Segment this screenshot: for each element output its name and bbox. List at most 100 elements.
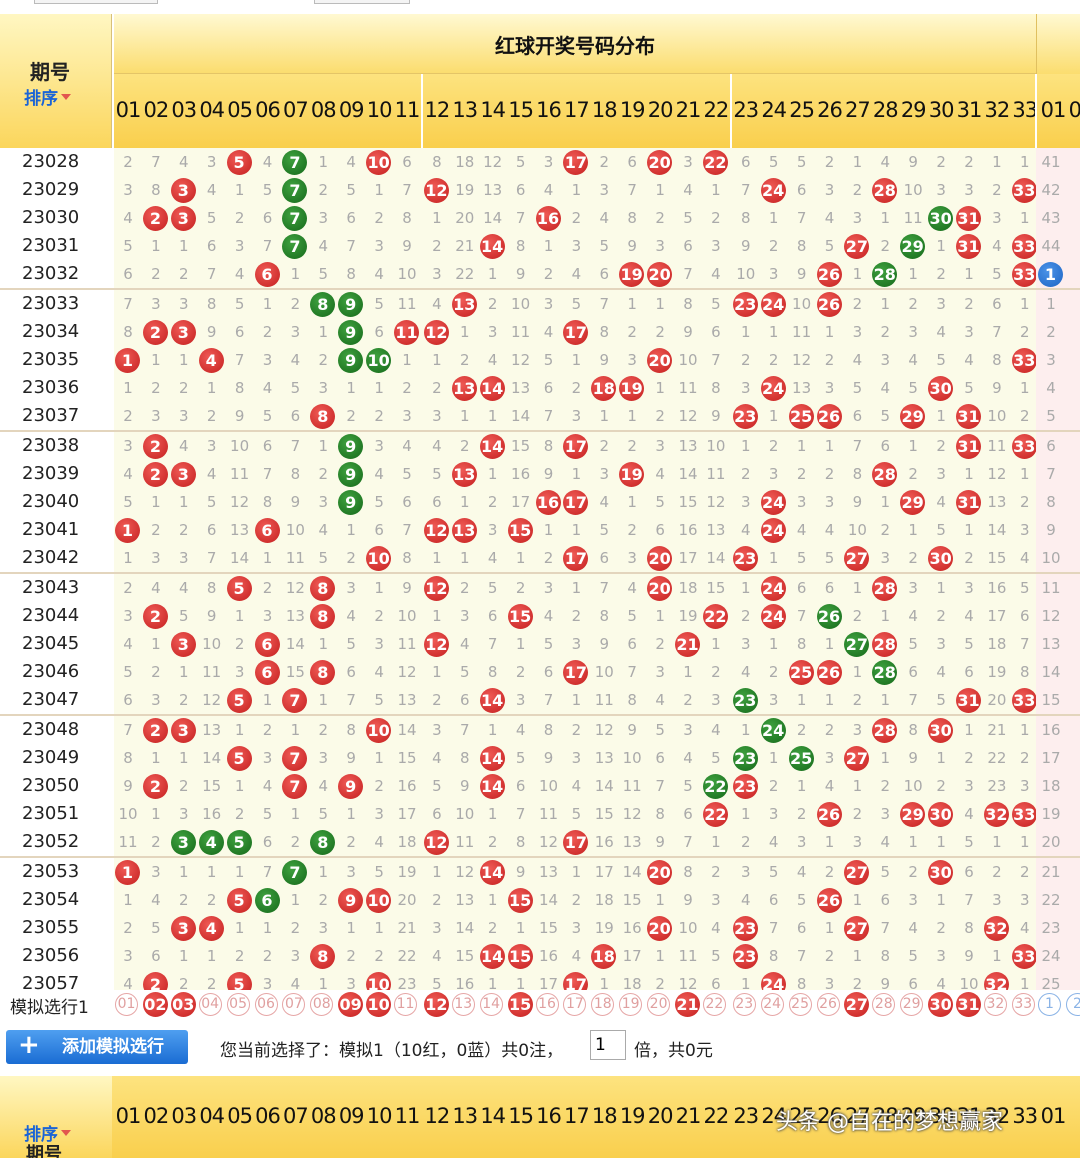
sim-ball-31[interactable]: 31 [956, 992, 981, 1017]
multiplier-input[interactable]: 1 [590, 1030, 626, 1060]
toolbar-select-1[interactable] [34, 0, 158, 4]
red-number-02: 02 [143, 98, 170, 122]
red-ball-07: 7 [282, 860, 308, 885]
omission-count: 5 [824, 549, 835, 567]
omission-count: 7 [402, 521, 412, 539]
red-ball-33: 33 [1011, 234, 1037, 259]
red-ball-33: 33 [1011, 802, 1037, 827]
omission-count: 6 [402, 153, 412, 171]
red-number-12: 12 [424, 98, 451, 122]
omission-count: 2 [936, 919, 946, 937]
omission-count: 4 [1020, 919, 1030, 937]
omission-count: 2 [460, 579, 470, 597]
red-number-23: 23 [733, 98, 759, 122]
add-simulation-button[interactable]: + 添加模拟选行 [6, 1030, 188, 1064]
red-ball-09: 9 [338, 434, 364, 459]
zone-separator [729, 74, 732, 148]
toolbar-select-2[interactable] [314, 0, 410, 4]
sim-ball-07[interactable]: 07 [282, 993, 306, 1016]
omission-count: 9 [543, 465, 554, 483]
sim-ball-02[interactable]: 02 [142, 992, 168, 1017]
sim-ball-09[interactable]: 09 [338, 992, 364, 1017]
omission-count: 11 [455, 833, 475, 851]
omission-count: 1 [655, 947, 665, 965]
selection-bar: + 添加模拟选行 您当前选择了：模拟1（10红，0蓝）共0注， 1 倍，共0元 [0, 1022, 1080, 1074]
omission-count: 3 [487, 323, 498, 341]
omission-count: 1 [655, 891, 665, 909]
omission-count: 4 [290, 975, 301, 993]
sim-ball-12[interactable]: 12 [423, 992, 449, 1017]
red-ball-25: 25 [788, 660, 814, 685]
sim-ball-15[interactable]: 15 [507, 992, 533, 1017]
omission-count: 1 [432, 549, 442, 567]
omission-count: 13 [678, 437, 698, 455]
omission-count: 10 [202, 635, 222, 653]
issue-number: 23053 [0, 858, 114, 886]
sim-ball-24[interactable]: 24 [760, 993, 784, 1016]
omission-count: 3 [655, 437, 665, 455]
sim-ball-30[interactable]: 30 [928, 992, 954, 1017]
sim-ball-13[interactable]: 13 [451, 993, 475, 1016]
red-ball-09: 9 [338, 320, 364, 345]
red-ball-19: 19 [619, 462, 645, 487]
omission-count: 1 [374, 379, 384, 397]
omission-count: 1 [432, 209, 442, 227]
sim-ball-01[interactable]: 01 [115, 993, 138, 1016]
omission-count: 3 [655, 663, 665, 681]
sim-ball-11[interactable]: 11 [394, 993, 417, 1016]
omission-count: 10 [118, 805, 138, 823]
sim-ball-28[interactable]: 28 [872, 993, 896, 1016]
omission-count: 15 [511, 437, 531, 455]
sim-blue-ball-01[interactable]: 1 [1038, 993, 1061, 1016]
table-row: 23039 4 2 3 4 11 7 8 2 9 4 5 5 13 1 16 9 1 3 19 4 14 11 2 3 2 2 8 28… [0, 460, 1080, 488]
sim-ball-05[interactable]: 05 [226, 993, 250, 1016]
omission-count: 3 [346, 863, 356, 881]
omission-count: 9 [515, 863, 526, 881]
table-row: 23041 1 2 2 6 13 6 10 4 1 6 7 12 13 3 15 1 1 5 2 6 16 13 4 24 4 4 1… [0, 516, 1080, 544]
omission-count: 6 [992, 295, 1002, 313]
sim-ball-33[interactable]: 33 [1011, 993, 1035, 1016]
omission-count: 2 [123, 153, 133, 171]
sim-ball-06[interactable]: 06 [254, 993, 278, 1016]
red-cells: 1 3 1 1 1 7 7 1 3 5 19 1 12 14 9 13 1 17 14 20 8 2 3 5 4 2 27 5 2 30 6… [114, 858, 1036, 886]
omission-count: 13 [483, 181, 503, 199]
sim-ball-04[interactable]: 04 [198, 993, 222, 1016]
omission-count: 4 [571, 265, 582, 283]
sim-ball-23[interactable]: 23 [732, 993, 756, 1016]
sim-ball-29[interactable]: 29 [900, 993, 924, 1016]
omission-count: 6 [964, 663, 974, 681]
omission-count: 8 [402, 549, 412, 567]
sim-ball-18[interactable]: 18 [591, 993, 615, 1016]
sim-blue-ball-02[interactable]: 2 [1066, 993, 1080, 1016]
sim-ball-32[interactable]: 32 [983, 993, 1007, 1016]
omission-count: 5 [599, 521, 610, 539]
footer-sort-button[interactable]: 排序 [24, 1120, 71, 1145]
sim-ball-10[interactable]: 10 [366, 992, 392, 1017]
sim-ball-26[interactable]: 26 [816, 993, 840, 1016]
red-ball-20: 20 [647, 348, 673, 373]
omission-count: 2 [824, 465, 835, 483]
sim-ball-19[interactable]: 19 [619, 993, 643, 1016]
sim-ball-20[interactable]: 20 [647, 993, 671, 1016]
omission-count: 1 [824, 635, 835, 653]
sim-ball-22[interactable]: 22 [702, 993, 726, 1016]
sim-ball-16[interactable]: 16 [535, 993, 559, 1016]
sort-button[interactable]: 排序 [24, 84, 71, 109]
red-ball-12: 12 [423, 178, 449, 203]
omission-count: 3 [151, 863, 161, 881]
red-ball-27: 27 [844, 632, 870, 657]
sim-ball-27[interactable]: 27 [844, 992, 870, 1017]
sim-ball-21[interactable]: 21 [675, 992, 700, 1017]
sim-ball-25[interactable]: 25 [788, 993, 812, 1016]
red-ball-08: 8 [310, 604, 336, 629]
omission-count: 5 [374, 691, 384, 709]
red-cells: 7 2 3 13 1 2 1 2 8 10 14 3 7 1 4 8 2 12 9 5 3 4 1 24 2 2 3 28 8 30 1 21… [114, 716, 1036, 744]
sim-ball-08[interactable]: 08 [310, 993, 334, 1016]
sim-ball-17[interactable]: 17 [563, 993, 587, 1016]
sim-ball-14[interactable]: 14 [479, 993, 503, 1016]
omission-count: 1 [741, 805, 751, 823]
sim-ball-03[interactable]: 03 [170, 992, 196, 1017]
omission-count: 5 [543, 351, 554, 369]
omission-count: 10 [847, 521, 867, 539]
red-ball-09: 9 [338, 462, 364, 487]
